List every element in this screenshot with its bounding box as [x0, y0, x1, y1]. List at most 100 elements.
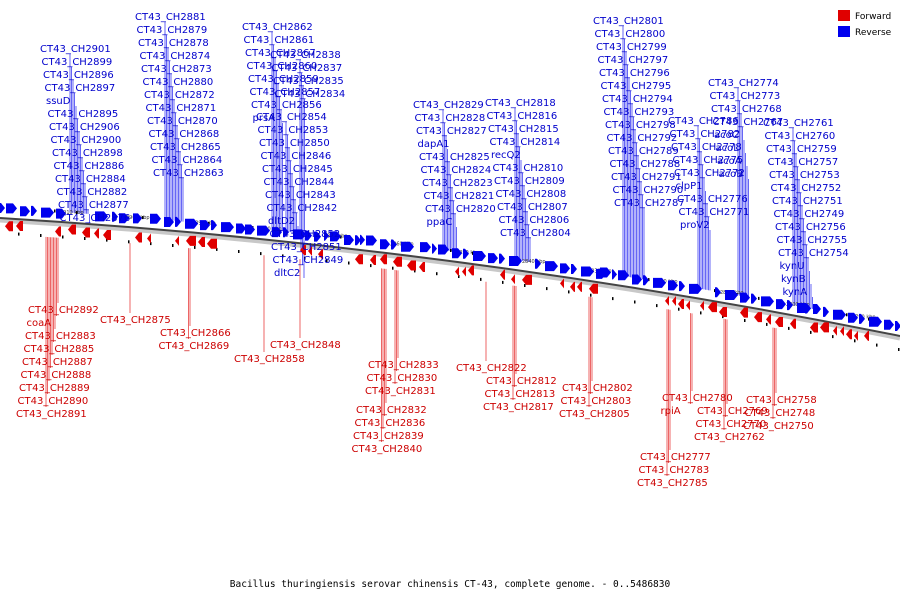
- forward-gene-label: CT43_CH2783: [639, 465, 710, 476]
- reverse-gene-arrow: [175, 216, 181, 227]
- reverse-gene-label: CT43_CH2864: [152, 155, 223, 166]
- reverse-gene-label: CT43_CH2757: [768, 157, 839, 168]
- reverse-gene-label: CT43_CH2871: [146, 103, 217, 114]
- reverse-gene-arrow: [689, 283, 702, 294]
- reverse-gene-label: CT43_CH2851: [271, 242, 342, 253]
- reverse-gene-label: CT43_CH2793: [604, 107, 675, 118]
- reverse-gene-arrow: [95, 211, 108, 222]
- reverse-gene-label: CT43_CH2796: [599, 68, 670, 79]
- reverse-gene-label: CT43_CH2776: [677, 194, 748, 205]
- tick-dash: [832, 335, 834, 339]
- reverse-gene-arrow: [360, 234, 365, 245]
- reverse-gene-arrow: [859, 313, 865, 324]
- reverse-gene-arrow: [164, 216, 174, 227]
- tick-dash: [472, 251, 474, 255]
- reverse-gene-arrow: [668, 280, 678, 291]
- reverse-gene-label: ssuD: [46, 96, 71, 107]
- reverse-gene-arrow: [305, 230, 312, 241]
- reverse-gene-label: kynB: [781, 274, 806, 285]
- forward-gene-arrow: [775, 316, 783, 327]
- reverse-gene-arrow: [535, 258, 541, 269]
- tick-dash: [414, 269, 416, 273]
- reverse-gene-label: CT43_CH2794: [602, 94, 673, 105]
- reverse-gene-arrow: [679, 281, 685, 292]
- reverse-gene-label: acoA: [717, 156, 742, 167]
- tick-dash: [260, 252, 262, 256]
- forward-gene-arrow: [207, 238, 217, 249]
- reverse-gene-arrow: [0, 203, 5, 213]
- reverse-gene-label: CT43_CH2799: [596, 42, 667, 53]
- tick-dash: [758, 296, 760, 300]
- forward-gene-arrow: [300, 245, 306, 256]
- reverse-gene-label: CT43_CH2844: [264, 177, 335, 188]
- tick-dash: [54, 209, 56, 213]
- tick-dash: [502, 280, 504, 284]
- reverse-gene-arrow: [545, 261, 558, 272]
- reverse-gene-arrow: [740, 292, 750, 303]
- tick-dash: [142, 216, 144, 220]
- reverse-gene-label: CT43_CH2829: [413, 100, 484, 111]
- reverse-gene-label: CT43_CH2760: [765, 131, 836, 142]
- reverse-gene-label: CT43_CH2843: [265, 190, 336, 201]
- gene-arrows: [0, 203, 900, 341]
- tick-dash: [304, 256, 306, 260]
- forward-gene-arrow: [82, 227, 90, 238]
- forward-gene-label: CT43_CH2887: [22, 357, 93, 368]
- forward-gene-arrow: [708, 302, 717, 313]
- reverse-gene-label: CT43_CH2815: [488, 124, 559, 135]
- reverse-gene-arrow: [869, 316, 882, 327]
- tick-dash: [450, 249, 452, 252]
- reverse-gene-label: CT43_CH2759: [766, 144, 837, 155]
- forward-gene-arrow: [511, 274, 515, 285]
- tick-dash: [524, 284, 526, 287]
- reverse-gene-label: dltC2: [274, 268, 300, 279]
- forward-gene-label: CT43_CH2830: [367, 373, 438, 384]
- forward-gene-arrow: [560, 278, 564, 289]
- forward-gene-arrow: [665, 295, 669, 306]
- reverse-gene-arrow: [185, 218, 198, 229]
- reverse-gene-label: CT43_CH2835: [273, 76, 344, 87]
- reverse-gene-arrow: [612, 269, 617, 280]
- reverse-gene-label: kynA: [783, 287, 808, 298]
- reverse-gene-label: CT43_CH2872: [144, 90, 215, 101]
- reverse-gene-label: CT43_CH2880: [143, 77, 214, 88]
- tick-dash: [216, 247, 218, 251]
- reverse-gene-arrow: [452, 248, 462, 259]
- tick-dash: [590, 293, 592, 297]
- reverse-gene-label: CT43_CH2798: [605, 120, 676, 131]
- reverse-gene-label: CT43_CH2754: [778, 248, 849, 259]
- reverse-gene-arrow: [324, 230, 329, 241]
- reverse-gene-label: CT43_CH2838: [270, 50, 341, 61]
- tick-dash: [868, 317, 870, 321]
- forward-gene-arrow: [5, 221, 13, 232]
- tick-dash: [436, 272, 438, 276]
- forward-gene-label: CT43_CH2890: [18, 396, 89, 407]
- reverse-gene-label: CT43_CH2900: [51, 135, 122, 146]
- forward-gene-label: CT43_CH2812: [486, 376, 557, 387]
- legend-forward-label: Forward: [855, 12, 891, 22]
- reverse-gene-label: CT43_CH2850: [259, 138, 330, 149]
- reverse-gene-arrow: [366, 235, 377, 246]
- reverse-gene-label: CT43_CH2861: [244, 35, 315, 46]
- tick-dash: [392, 266, 394, 270]
- reverse-gene-arrow: [245, 224, 255, 235]
- reverse-gene-label: CT43_CH2790: [613, 185, 684, 196]
- forward-gene-arrow: [308, 245, 312, 256]
- reverse-gene-label: CT43_CH2867: [245, 48, 316, 59]
- reverse-gene-label: CT43_CH2749: [774, 209, 845, 220]
- forward-gene-arrow: [55, 226, 61, 237]
- forward-gene-label: CT43_CH2891: [16, 409, 87, 420]
- reverse-gene-label: CT43_CH2816: [487, 111, 558, 122]
- reverse-gene-label: CT43_CH2877: [58, 200, 129, 211]
- reverse-gene-arrow: [581, 266, 594, 277]
- tick-dash: [84, 237, 86, 240]
- reverse-gene-label: clpP1: [676, 181, 703, 192]
- legend-forward-swatch: [838, 10, 850, 21]
- reverse-gene-label: CT43_CH2789: [608, 146, 679, 157]
- tick-dash: [458, 275, 460, 278]
- tick-dash: [744, 319, 746, 322]
- reverse-gene-label: CT43_CH2873: [141, 64, 212, 75]
- reverse-gene-label: CT43_CH2906: [49, 122, 120, 133]
- reverse-gene-label: proV2: [680, 220, 710, 231]
- reverse-gene-label: acoB: [719, 169, 744, 180]
